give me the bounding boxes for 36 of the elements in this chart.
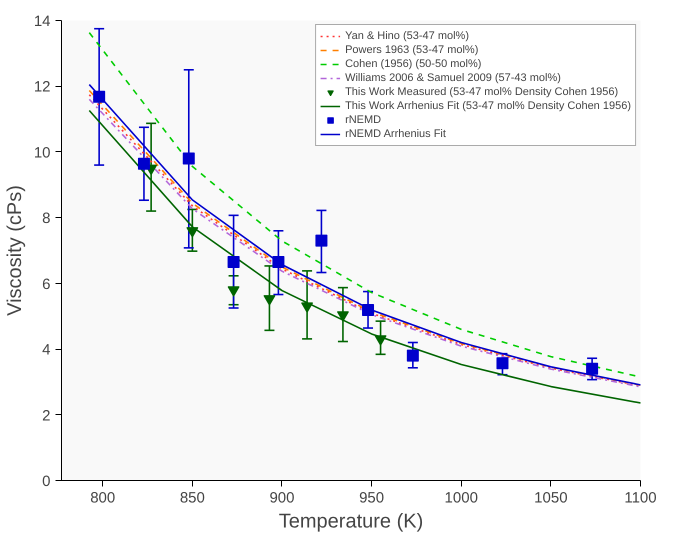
y-tick-label: 6 xyxy=(42,276,50,293)
x-tick-label: 900 xyxy=(269,490,295,506)
legend-label: This Work Measured (53-47 mol% Density Cohen 1956) xyxy=(345,85,618,99)
legend-label: Cohen (1956) (50-50 mol%) xyxy=(345,57,482,71)
point xyxy=(182,152,195,164)
point xyxy=(496,357,508,370)
y-tick-label: 0 xyxy=(42,473,50,490)
x-tick-label: 1000 xyxy=(444,490,478,506)
point xyxy=(315,234,328,247)
y-tick-label: 14 xyxy=(34,13,51,30)
y-tick-label: 4 xyxy=(42,342,50,359)
legend-label: Powers 1963 (53-47 mol%) xyxy=(345,43,478,57)
y-axis-title: Viscosity (cPs) xyxy=(4,185,26,316)
legend-label: This Work Arrhenius Fit (53-47 mol% Density Cohen 1956) xyxy=(345,99,631,113)
point xyxy=(186,227,198,238)
y-tick-label: 12 xyxy=(34,78,51,96)
point xyxy=(586,362,598,375)
x-tick-label: 1050 xyxy=(534,490,568,506)
x-axis-title: Temperature (K) xyxy=(278,510,424,532)
x-tick-label: 850 xyxy=(180,490,205,506)
point xyxy=(228,256,240,268)
legend-label: Williams 2006 & Samuel 2009 (57-43 mol%) xyxy=(345,71,561,85)
y-tick-label: 2 xyxy=(42,407,50,424)
point xyxy=(406,350,419,362)
point xyxy=(228,286,240,297)
point xyxy=(263,295,276,306)
legend-label: rNEMD xyxy=(345,113,382,127)
x-tick-label: 950 xyxy=(359,490,384,506)
x-tick-label: 1100 xyxy=(624,490,657,506)
point xyxy=(138,158,150,170)
x-tick-label: 800 xyxy=(90,490,116,506)
y-tick-label: 10 xyxy=(34,144,51,162)
point xyxy=(336,311,349,322)
y-tick-label: 8 xyxy=(42,210,50,228)
legend-label: rNEMD Arrhenius Fit xyxy=(345,127,446,141)
legend-label: Yan & Hino (53-47 mol%) xyxy=(345,29,469,43)
